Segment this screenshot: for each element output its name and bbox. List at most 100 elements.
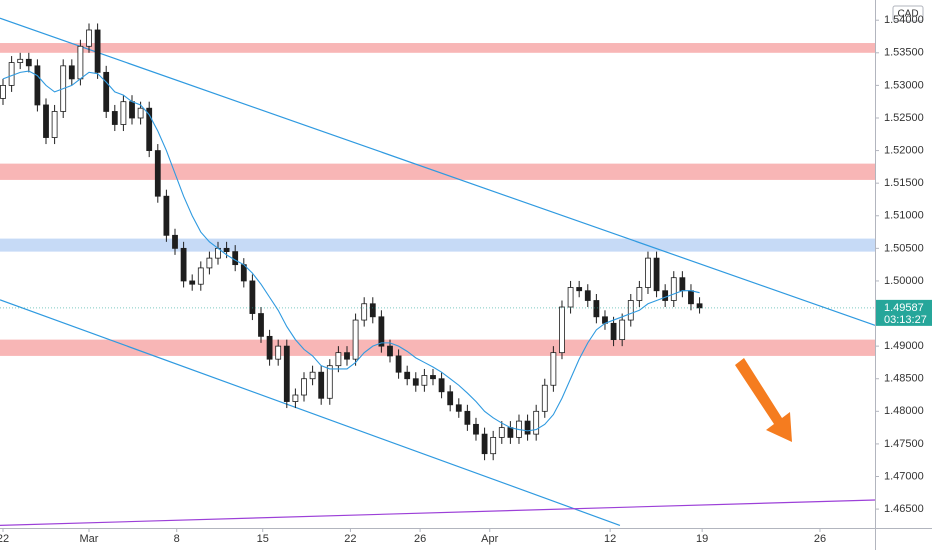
candle-body bbox=[662, 290, 669, 301]
candle-body bbox=[473, 423, 479, 435]
zone bbox=[0, 238, 875, 252]
candle-body bbox=[137, 107, 144, 119]
y-tick-label: 1.53000 bbox=[884, 79, 924, 91]
candle-body bbox=[593, 300, 600, 318]
y-tick-label: 1.49000 bbox=[884, 340, 924, 352]
plot-area bbox=[0, 17, 876, 526]
x-tick-label: 19 bbox=[696, 533, 708, 545]
candle-body bbox=[627, 300, 634, 321]
candle-body bbox=[481, 433, 488, 455]
y-tick-label: 1.46500 bbox=[884, 503, 924, 515]
x-tick-label: 26 bbox=[414, 533, 426, 545]
candle-body bbox=[163, 195, 170, 236]
candle-body bbox=[103, 71, 110, 112]
candle-body bbox=[395, 355, 402, 373]
candle-body bbox=[490, 436, 497, 455]
candle-body bbox=[283, 345, 290, 402]
zone bbox=[0, 43, 875, 53]
y-tick-label: 1.48000 bbox=[884, 405, 924, 417]
y-tick-label: 1.54000 bbox=[884, 14, 924, 26]
candle-body bbox=[51, 111, 58, 138]
candle-body bbox=[645, 257, 651, 288]
countdown: 03:13:27 bbox=[884, 314, 927, 326]
candle-body bbox=[430, 375, 436, 380]
candle-body bbox=[292, 394, 299, 402]
candle-body bbox=[361, 303, 368, 321]
arrow bbox=[735, 358, 792, 442]
candle-body bbox=[421, 375, 428, 386]
y-tick-label: 1.50500 bbox=[884, 242, 924, 254]
candle-body bbox=[696, 303, 703, 309]
candle-body bbox=[559, 306, 565, 354]
candle-body bbox=[653, 257, 660, 292]
candle-body bbox=[541, 384, 548, 412]
candle-body bbox=[94, 29, 101, 73]
x-tick-label: 12 bbox=[604, 533, 616, 545]
candle-body bbox=[636, 287, 643, 301]
candle-body bbox=[688, 290, 694, 305]
candle-body bbox=[154, 150, 161, 197]
candle-body bbox=[318, 371, 325, 399]
x-tick-label: 15 bbox=[257, 533, 269, 545]
candle-body bbox=[670, 277, 677, 301]
candle-body bbox=[266, 335, 273, 360]
x-tick-label: 26 bbox=[814, 533, 826, 545]
candle-body bbox=[567, 287, 574, 308]
candle-body bbox=[584, 290, 591, 301]
candle-body bbox=[8, 62, 15, 86]
candle-body bbox=[576, 287, 583, 292]
candle-body bbox=[326, 365, 333, 399]
candle-body bbox=[25, 58, 32, 67]
y-tick-label: 1.47500 bbox=[884, 438, 924, 450]
candle-body bbox=[533, 410, 540, 435]
candle-body bbox=[387, 345, 393, 357]
candle-body bbox=[438, 378, 445, 393]
candle-body bbox=[43, 104, 49, 138]
candle-body bbox=[68, 65, 75, 80]
candle-body bbox=[189, 280, 196, 285]
candle-body bbox=[352, 319, 359, 360]
candle-body bbox=[258, 313, 264, 337]
price-label-box bbox=[876, 299, 932, 326]
x-tick-label: 22 bbox=[344, 533, 356, 545]
candle-body bbox=[404, 371, 411, 380]
y-tick-label: 1.50000 bbox=[884, 275, 924, 287]
candle-body bbox=[129, 101, 135, 119]
y-tick-label: 1.51000 bbox=[884, 210, 924, 222]
candle-body bbox=[498, 427, 505, 438]
candle-body bbox=[619, 319, 626, 341]
y-tick-label: 1.48500 bbox=[884, 373, 924, 385]
candle-body bbox=[610, 322, 617, 341]
candle-body bbox=[206, 257, 213, 269]
candle-body bbox=[275, 345, 282, 360]
candle-body bbox=[223, 247, 230, 253]
candle-body bbox=[301, 378, 307, 396]
candle-body bbox=[464, 410, 471, 425]
candle-body bbox=[180, 247, 187, 282]
candle-body bbox=[344, 352, 350, 360]
candle-body bbox=[111, 111, 118, 125]
candle-body bbox=[86, 29, 92, 47]
candle-body bbox=[0, 84, 6, 99]
candle-body bbox=[146, 107, 153, 151]
candle-body bbox=[232, 251, 239, 266]
zone bbox=[0, 339, 875, 356]
x-tick-label: Mar bbox=[80, 533, 99, 545]
candle-body bbox=[679, 277, 686, 292]
candle-body bbox=[335, 352, 342, 367]
candle-body bbox=[378, 316, 385, 347]
trend-line bbox=[0, 299, 621, 526]
y-tick-label: 1.52500 bbox=[884, 112, 924, 124]
candle-body bbox=[120, 101, 127, 125]
x-tick-label: Apr bbox=[481, 533, 498, 545]
candle-body bbox=[447, 391, 454, 406]
candle-body bbox=[77, 45, 84, 80]
candle-body bbox=[172, 234, 178, 249]
candle-body bbox=[369, 303, 376, 318]
y-tick-label: 1.52000 bbox=[884, 144, 924, 156]
trend-line bbox=[0, 499, 876, 526]
candle-body bbox=[507, 427, 514, 438]
candle-body bbox=[412, 378, 419, 386]
